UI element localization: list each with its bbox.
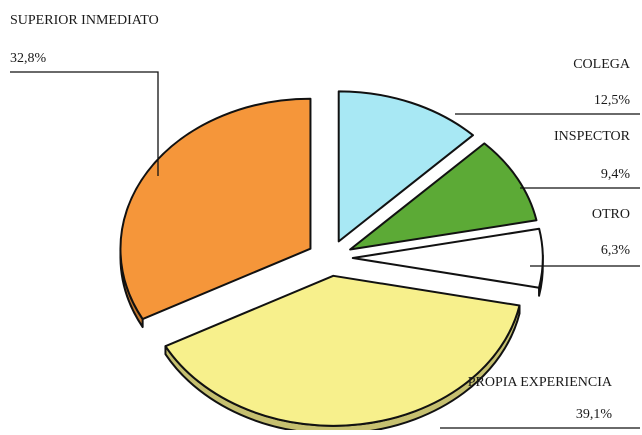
leader-lines	[10, 71, 640, 429]
pie-slice-face	[164, 274, 521, 427]
slice-label: OTRO	[592, 207, 630, 222]
leader-line	[10, 71, 159, 176]
pie-slice-propia-experiencia	[164, 274, 521, 435]
pie-slice-superior-inmediato	[119, 97, 312, 329]
slice-label: PROPIA EXPERIENCIA	[468, 375, 613, 390]
slice-value-label: 32,8%	[10, 51, 47, 66]
pie-slice-face	[119, 97, 312, 321]
slice-value-label: 9,4%	[601, 167, 631, 182]
slice-label: INSPECTOR	[554, 129, 631, 144]
pie-slice-inspector	[349, 142, 538, 251]
slice-value-label: 39,1%	[576, 407, 613, 422]
pie-slice-face	[337, 90, 474, 243]
slice-value-label: 6,3%	[601, 243, 631, 258]
pie-slice-face	[351, 227, 544, 289]
slice-label: COLEGA	[573, 57, 631, 72]
pie-slice-colega	[337, 90, 474, 243]
pie-slices	[119, 90, 544, 435]
slice-label: SUPERIOR INMEDIATO	[10, 13, 159, 28]
slice-value-label: 12,5%	[594, 93, 631, 108]
pie-slice-face	[349, 142, 538, 251]
slice-labels: COLEGA 12,5% INSPECTOR 9,4% OTRO 6,3% PROPIA E…	[10, 13, 631, 422]
